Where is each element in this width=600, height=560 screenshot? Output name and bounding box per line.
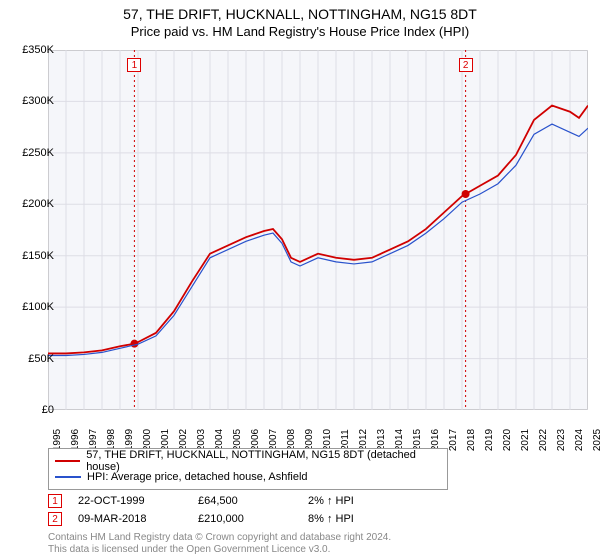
sale-marker: 2 <box>48 512 62 526</box>
x-tick-label: 2022 <box>538 429 549 451</box>
copyright-line1: Contains HM Land Registry data © Crown c… <box>48 532 391 544</box>
copyright: Contains HM Land Registry data © Crown c… <box>48 532 391 556</box>
legend: 57, THE DRIFT, HUCKNALL, NOTTINGHAM, NG1… <box>48 448 448 490</box>
x-tick-label: 2020 <box>502 429 513 451</box>
y-tick-label: £50K <box>4 353 54 365</box>
event-marker-1: 1 <box>127 58 141 72</box>
legend-swatch <box>55 476 81 478</box>
y-tick-label: £350K <box>4 44 54 56</box>
legend-item: 57, THE DRIFT, HUCKNALL, NOTTINGHAM, NG1… <box>55 453 441 469</box>
x-tick-label: 2018 <box>466 429 477 451</box>
event-marker-2: 2 <box>459 58 473 72</box>
x-tick-label: 2023 <box>556 429 567 451</box>
legend-label: HPI: Average price, detached house, Ashf… <box>87 471 308 483</box>
sale-date: 09-MAR-2018 <box>78 513 198 525</box>
x-tick-label: 2021 <box>520 429 531 451</box>
chart-subtitle: Price paid vs. HM Land Registry's House … <box>0 22 600 39</box>
sale-diff: 2% ↑ HPI <box>308 495 388 507</box>
x-tick-label: 2025 <box>592 429 600 451</box>
chart-area <box>48 50 588 410</box>
x-tick-label: 2017 <box>448 429 459 451</box>
x-tick-label: 2024 <box>574 429 585 451</box>
sale-row: 1 22-OCT-1999£64,5002% ↑ HPI <box>48 492 388 510</box>
legend-label: 57, THE DRIFT, HUCKNALL, NOTTINGHAM, NG1… <box>86 449 441 473</box>
y-tick-label: £300K <box>4 95 54 107</box>
sale-marker: 1 <box>48 494 62 508</box>
x-tick-label: 2019 <box>484 429 495 451</box>
sales-table: 1 22-OCT-1999£64,5002% ↑ HPI 2 09-MAR-2018£… <box>48 492 388 528</box>
chart-title: 57, THE DRIFT, HUCKNALL, NOTTINGHAM, NG1… <box>0 0 600 22</box>
chart-container: 57, THE DRIFT, HUCKNALL, NOTTINGHAM, NG1… <box>0 0 600 560</box>
sale-price: £210,000 <box>198 513 308 525</box>
y-tick-label: £200K <box>4 198 54 210</box>
plot-svg <box>48 50 588 410</box>
legend-swatch <box>55 460 80 462</box>
sale-diff: 8% ↑ HPI <box>308 513 388 525</box>
sale-price: £64,500 <box>198 495 308 507</box>
sale-date: 22-OCT-1999 <box>78 495 198 507</box>
y-tick-label: £250K <box>4 147 54 159</box>
sale-row: 2 09-MAR-2018£210,0008% ↑ HPI <box>48 510 388 528</box>
y-tick-label: £0 <box>4 404 54 416</box>
y-tick-label: £100K <box>4 301 54 313</box>
y-tick-label: £150K <box>4 250 54 262</box>
copyright-line2: This data is licensed under the Open Gov… <box>48 544 391 556</box>
